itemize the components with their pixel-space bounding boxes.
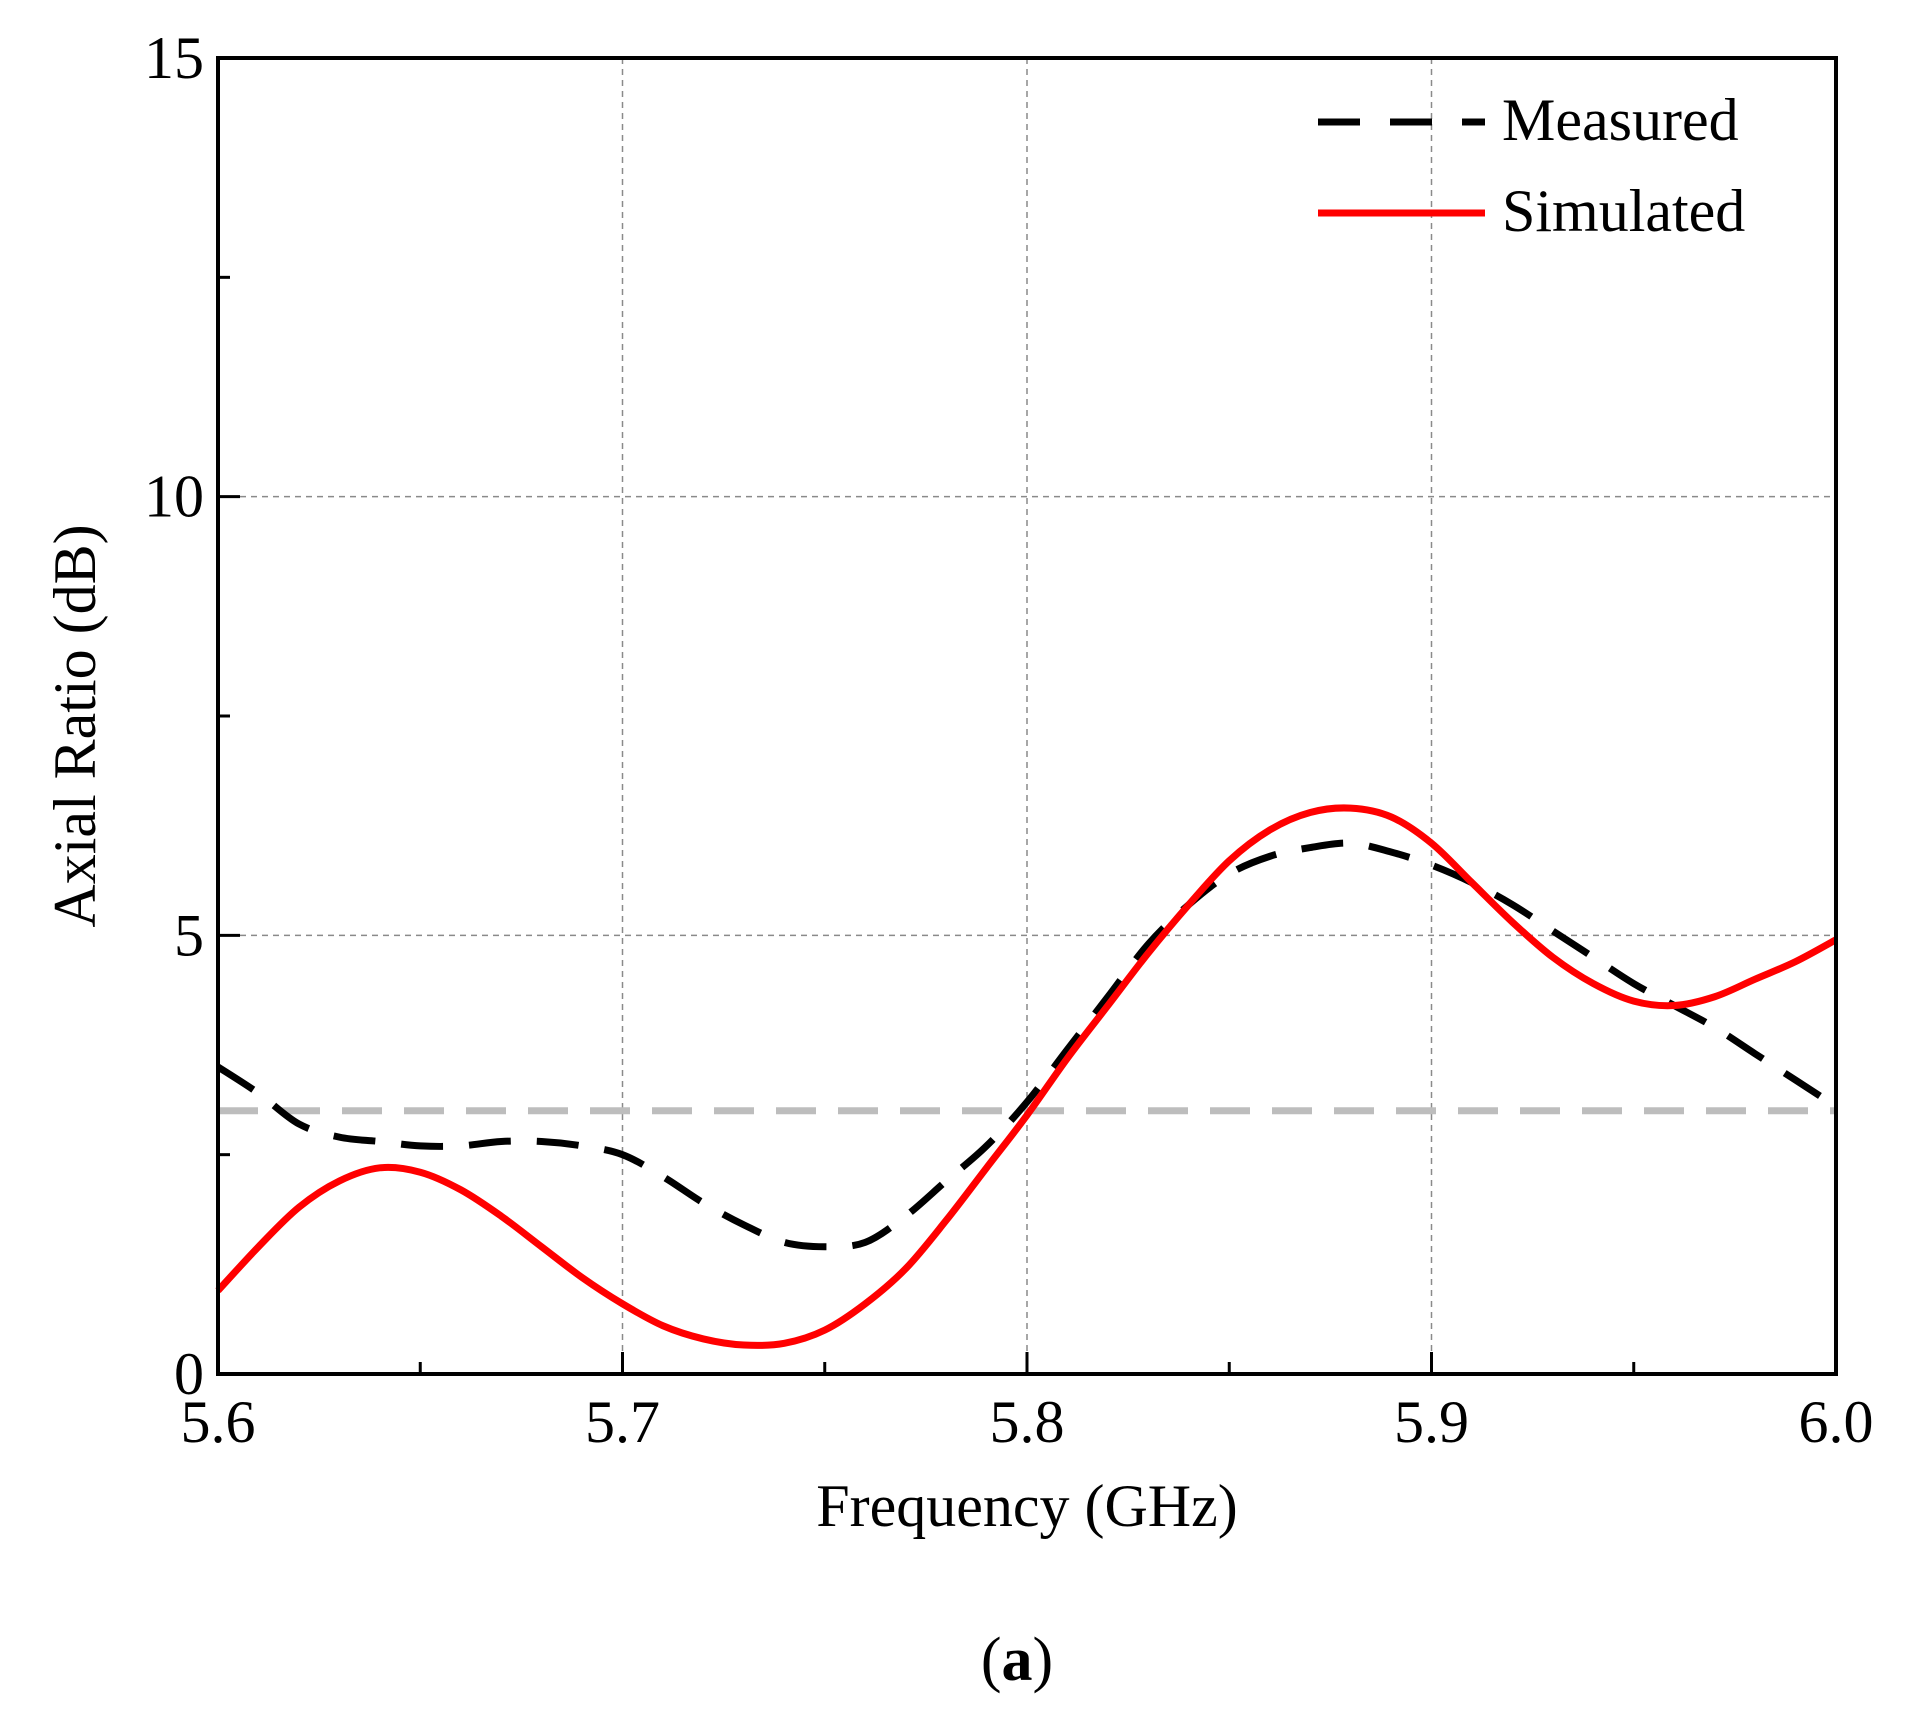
tick-labels: 5.6 5.7 5.8 5.9 6.0 0 5 10 15 xyxy=(144,25,1874,1455)
panel-label-letter: a xyxy=(1002,1626,1033,1694)
y-tick-label: 0 xyxy=(174,1341,204,1407)
grid-lines xyxy=(218,58,1836,1374)
plot-frame xyxy=(216,56,1838,1376)
panel-label-close: ) xyxy=(1033,1626,1054,1694)
series-line-simulated xyxy=(215,804,1838,1349)
legend: Measured Simulated xyxy=(1318,87,1745,244)
legend-label-simulated: Simulated xyxy=(1502,178,1745,244)
y-tick-label: 5 xyxy=(174,902,204,968)
panel-label-open: ( xyxy=(981,1626,1002,1694)
panel-label: (a) xyxy=(981,1626,1053,1694)
legend-label-measured: Measured xyxy=(1502,87,1739,153)
y-axis-title: Axial Ratio (dB) xyxy=(42,524,108,927)
y-tick-label: 10 xyxy=(144,464,204,530)
x-tick-label: 5.9 xyxy=(1394,1389,1469,1455)
x-tick-label: 6.0 xyxy=(1799,1389,1874,1455)
x-tick-label: 5.7 xyxy=(585,1389,660,1455)
series-line-measured xyxy=(216,839,1838,1251)
series-group xyxy=(215,804,1838,1349)
tick-marks xyxy=(216,56,1838,1376)
x-axis-title: Frequency (GHz) xyxy=(816,1473,1238,1539)
y-tick-label: 15 xyxy=(144,25,204,91)
x-tick-label: 5.8 xyxy=(990,1389,1065,1455)
x-tick-label: 5.6 xyxy=(181,1389,256,1455)
